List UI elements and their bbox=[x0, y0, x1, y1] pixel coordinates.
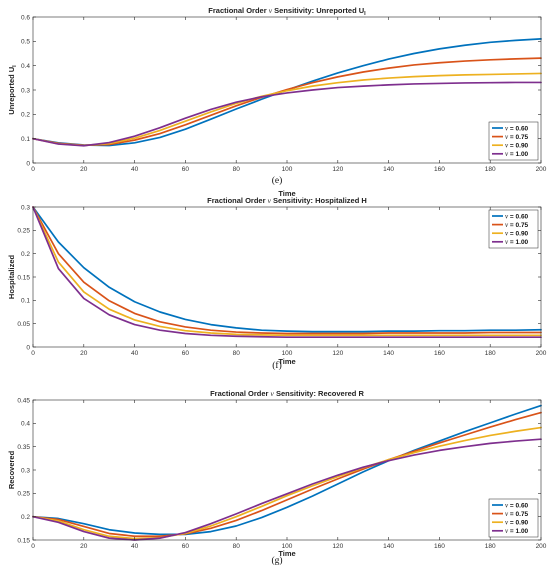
legend-label: ν = 0.75 bbox=[505, 221, 529, 229]
series-line-v075 bbox=[32, 206, 542, 335]
x-tick-label: 160 bbox=[434, 350, 445, 357]
x-tick-label: 0 bbox=[31, 350, 35, 357]
x-tick-label: 120 bbox=[332, 350, 343, 357]
series-line-v100 bbox=[32, 81, 542, 147]
y-tick-label: 0.2 bbox=[21, 112, 30, 119]
chart-title: Fractional Order ν Sensitivity: Recovere… bbox=[210, 389, 364, 398]
x-tick-label: 80 bbox=[233, 350, 241, 357]
x-tick-label: 0 bbox=[31, 543, 35, 550]
y-tick-label: 0.15 bbox=[17, 274, 30, 281]
x-tick-label: 200 bbox=[536, 350, 547, 357]
y-tick-label: 0.25 bbox=[17, 491, 30, 498]
y-tick-label: 0.3 bbox=[21, 87, 30, 94]
y-tick-label: 0.2 bbox=[21, 251, 30, 258]
legend-label: ν = 1.00 bbox=[505, 527, 529, 535]
y-tick-label: 0.4 bbox=[21, 421, 30, 428]
legend: ν = 0.60ν = 0.75ν = 0.90ν = 1.00 bbox=[488, 209, 539, 249]
x-tick-label: 80 bbox=[233, 543, 241, 550]
x-tick-label: 180 bbox=[485, 166, 496, 173]
chart-title: Fractional Order ν Sensitivity: Unreport… bbox=[208, 6, 366, 17]
x-tick-label: 20 bbox=[80, 350, 88, 357]
x-tick-label: 20 bbox=[80, 543, 88, 550]
x-tick-label: 140 bbox=[383, 166, 394, 173]
series-line-v090 bbox=[32, 206, 542, 337]
legend: ν = 0.60ν = 0.75ν = 0.90ν = 1.00 bbox=[488, 121, 539, 161]
x-tick-label: 180 bbox=[485, 543, 496, 550]
series-line-v060 bbox=[32, 404, 542, 536]
y-tick-label: 0 bbox=[26, 160, 30, 167]
x-tick-label: 100 bbox=[282, 543, 293, 550]
y-tick-label: 0.35 bbox=[17, 444, 30, 451]
chart-panel-e: 0 20 40 60 80 100 120 140 160 180 200 0 0.1 0.2 0.3 0.4… bbox=[7, 6, 547, 198]
legend-label: ν = 0.75 bbox=[505, 133, 529, 141]
plot-area bbox=[33, 400, 541, 540]
x-tick-label: 120 bbox=[332, 166, 343, 173]
x-axis-label: Time bbox=[278, 189, 295, 198]
y-tick-label: 0.15 bbox=[17, 537, 30, 544]
series-line-v090 bbox=[32, 426, 542, 540]
legend-label: ν = 1.00 bbox=[505, 238, 529, 246]
y-tick-label: 0.45 bbox=[17, 397, 30, 404]
legend-label: ν = 0.60 bbox=[505, 124, 529, 132]
series-line-v100 bbox=[32, 206, 542, 339]
x-tick-label: 60 bbox=[182, 543, 190, 550]
x-tick-label: 140 bbox=[383, 350, 394, 357]
x-tick-label: 120 bbox=[332, 543, 343, 550]
x-tick-label: 100 bbox=[282, 166, 293, 173]
x-tick-label: 160 bbox=[434, 543, 445, 550]
y-tick-label: 0.4 bbox=[21, 63, 30, 70]
x-tick-label: 180 bbox=[485, 350, 496, 357]
x-tick-label: 40 bbox=[131, 166, 139, 173]
plot-area bbox=[33, 207, 541, 347]
legend-label: ν = 1.00 bbox=[505, 150, 529, 158]
series-line-v075 bbox=[32, 57, 542, 147]
legend-label: ν = 0.90 bbox=[505, 519, 529, 527]
x-tick-label: 100 bbox=[282, 350, 293, 357]
panel-caption: (f) bbox=[272, 360, 282, 371]
x-tick-label: 60 bbox=[182, 166, 190, 173]
x-tick-label: 200 bbox=[536, 166, 547, 173]
series-line-v100 bbox=[32, 438, 542, 541]
x-tick-label: 200 bbox=[536, 543, 547, 550]
series-line-v090 bbox=[32, 72, 542, 147]
y-tick-label: 0.3 bbox=[21, 467, 30, 474]
x-tick-label: 140 bbox=[383, 543, 394, 550]
chart-title: Fractional Order ν Sensitivity: Hospital… bbox=[207, 196, 367, 205]
y-tick-label: 0.1 bbox=[21, 298, 30, 305]
y-tick-label: 0.25 bbox=[17, 228, 30, 235]
y-axis-label: Unreported UI bbox=[7, 65, 18, 115]
x-tick-label: 160 bbox=[434, 166, 445, 173]
y-tick-label: 0.3 bbox=[21, 204, 30, 211]
x-tick-label: 20 bbox=[80, 166, 88, 173]
y-tick-label: 0.2 bbox=[21, 514, 30, 521]
legend-label: ν = 0.75 bbox=[505, 510, 529, 518]
chart-panel-f: 0 20 40 60 80 100 120 140 160 180 200 0 0.05 0.1 0.15 0… bbox=[7, 196, 547, 371]
panel-caption: (g) bbox=[271, 555, 282, 566]
x-tick-label: 40 bbox=[131, 543, 139, 550]
x-axis-label: Time bbox=[278, 549, 295, 558]
y-tick-label: 0.05 bbox=[17, 321, 30, 328]
series-line-v075 bbox=[32, 411, 542, 538]
legend-label: ν = 0.90 bbox=[505, 142, 529, 150]
x-tick-label: 40 bbox=[131, 350, 139, 357]
chart-panel-g: 0 20 40 60 80 100 120 140 160 180 200 0.15 0.2 0.25 0.… bbox=[7, 389, 547, 566]
x-tick-label: 60 bbox=[182, 350, 190, 357]
legend-label: ν = 0.60 bbox=[505, 501, 529, 509]
y-tick-label: 0.1 bbox=[21, 136, 30, 143]
legend: ν = 0.60ν = 0.75ν = 0.90ν = 1.00 bbox=[488, 498, 539, 538]
panel-caption: (e) bbox=[272, 175, 283, 186]
legend-label: ν = 0.90 bbox=[505, 230, 529, 238]
x-tick-label: 80 bbox=[233, 166, 241, 173]
y-tick-label: 0 bbox=[26, 344, 30, 351]
series-line-v060 bbox=[32, 206, 542, 333]
x-axis-label: Time bbox=[278, 357, 295, 366]
x-tick-label: 0 bbox=[31, 166, 35, 173]
y-tick-label: 0.5 bbox=[21, 39, 30, 46]
y-axis-label: Recovered bbox=[7, 450, 16, 489]
legend-label: ν = 0.60 bbox=[505, 212, 529, 220]
y-axis-label: Hospitalized bbox=[7, 255, 16, 300]
y-tick-label: 0.6 bbox=[21, 14, 30, 21]
